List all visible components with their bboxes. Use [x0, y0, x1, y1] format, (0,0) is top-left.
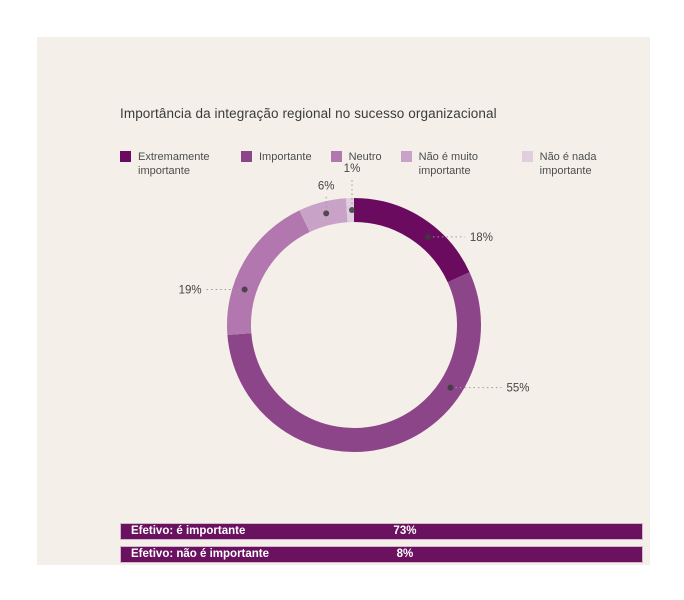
- slice-percent-label: 6%: [318, 180, 335, 192]
- legend-label: Importante: [259, 151, 312, 163]
- summary-bar-0: Efetivo: é importante 73%: [120, 523, 643, 540]
- legend-item-3[interactable]: Não é muito importante: [400, 150, 503, 179]
- slice-percent-label: 1%: [344, 163, 361, 175]
- chart-title: Importância da integração regional no su…: [120, 106, 497, 121]
- slice-percent-label: 18%: [470, 232, 493, 244]
- legend-item-1[interactable]: Importante: [241, 150, 312, 179]
- chart-panel: Importância da integração regional no su…: [37, 37, 650, 565]
- donut-slice-2[interactable]: [227, 210, 311, 336]
- summary-bar-label: Efetivo: é importante: [131, 525, 246, 537]
- slice-percent-label: 19%: [179, 284, 202, 296]
- legend-swatch-icon: [330, 151, 342, 162]
- summary-bar-value: 73%: [393, 525, 417, 537]
- callout-dot: [323, 210, 330, 217]
- summary-bar-label: Efetivo: não é importante: [131, 548, 270, 560]
- legend-label: Não é muito importante: [418, 151, 478, 178]
- legend: Extremamente importante Importante Neutro N…: [120, 150, 624, 179]
- callout-dot: [348, 207, 355, 214]
- callout-dot: [447, 384, 454, 391]
- slice-percent-label: 55%: [506, 383, 529, 395]
- legend-swatch-icon: [241, 151, 252, 162]
- legend-label: Extremamente importante: [138, 151, 210, 178]
- callout-dot: [241, 286, 248, 293]
- legend-swatch-icon: [400, 151, 412, 162]
- legend-swatch-icon: [120, 151, 131, 162]
- summary-bar-value: 8%: [396, 548, 414, 560]
- summary-bar-1: Efetivo: não é importante 8%: [120, 546, 643, 563]
- callout-dot: [424, 233, 431, 240]
- donut-slice-0[interactable]: [353, 198, 470, 283]
- legend-swatch-icon: [521, 151, 533, 162]
- legend-item-4[interactable]: Não é nada importante: [521, 150, 624, 179]
- legend-label: Não é nada importante: [539, 151, 597, 178]
- legend-item-0[interactable]: Extremamente importante: [120, 150, 222, 179]
- summary-bars: Efetivo: é importante 73% Efetivo: não é i…: [120, 523, 643, 569]
- legend-label: Neutro: [348, 151, 382, 163]
- donut-slice-1[interactable]: [227, 272, 481, 452]
- legend-item-2[interactable]: Neutro: [330, 150, 382, 179]
